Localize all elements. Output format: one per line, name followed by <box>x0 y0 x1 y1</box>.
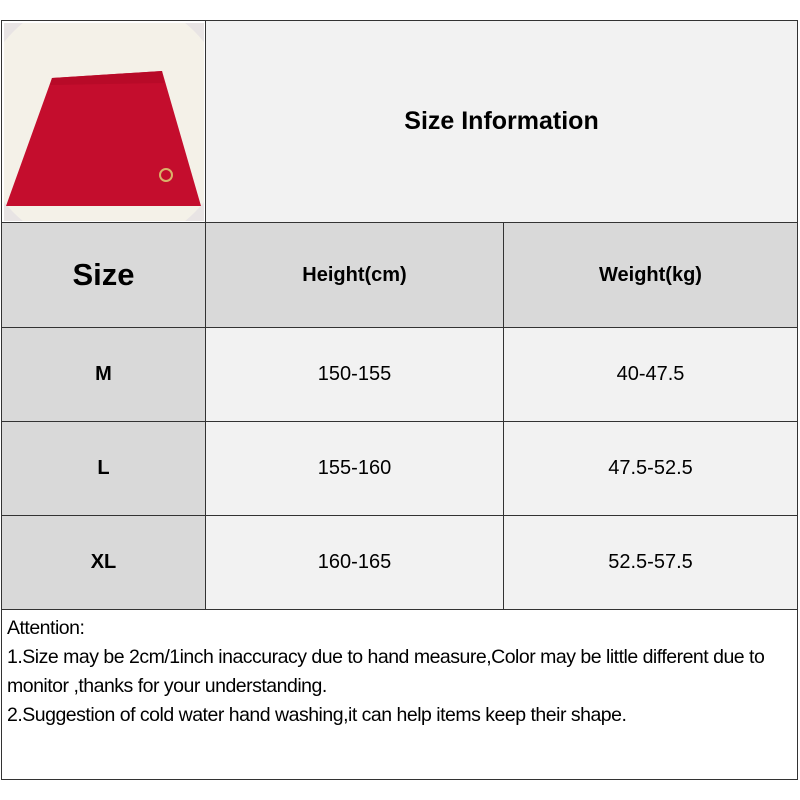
height-cell: 155-160 <box>206 422 504 516</box>
height-cell: 150-155 <box>206 328 504 422</box>
size-cell: XL <box>2 516 206 610</box>
column-header-weight: Weight(kg) <box>504 223 797 328</box>
note-1: 1.Size may be 2cm/1inch inaccuracy due t… <box>7 646 765 697</box>
height-cell: 160-165 <box>206 516 504 610</box>
product-image <box>4 23 204 221</box>
note-2: 2.Suggestion of cold water hand washing,… <box>7 704 627 726</box>
size-cell: L <box>2 422 206 516</box>
attention-notes: Attention: 1.Size may be 2cm/1inch inacc… <box>2 610 796 778</box>
column-header-height: Height(cm) <box>206 223 504 328</box>
size-chart: Size Information Size Height(cm) Weight(… <box>1 20 798 780</box>
column-header-size: Size <box>2 223 206 328</box>
weight-cell: 52.5-57.5 <box>504 516 797 610</box>
product-image-cell <box>2 21 206 223</box>
notes-heading: Attention: <box>7 617 85 639</box>
weight-cell: 40-47.5 <box>504 328 797 422</box>
size-cell: M <box>2 328 206 422</box>
page-title: Size Information <box>206 21 797 223</box>
weight-cell: 47.5-52.5 <box>504 422 797 516</box>
